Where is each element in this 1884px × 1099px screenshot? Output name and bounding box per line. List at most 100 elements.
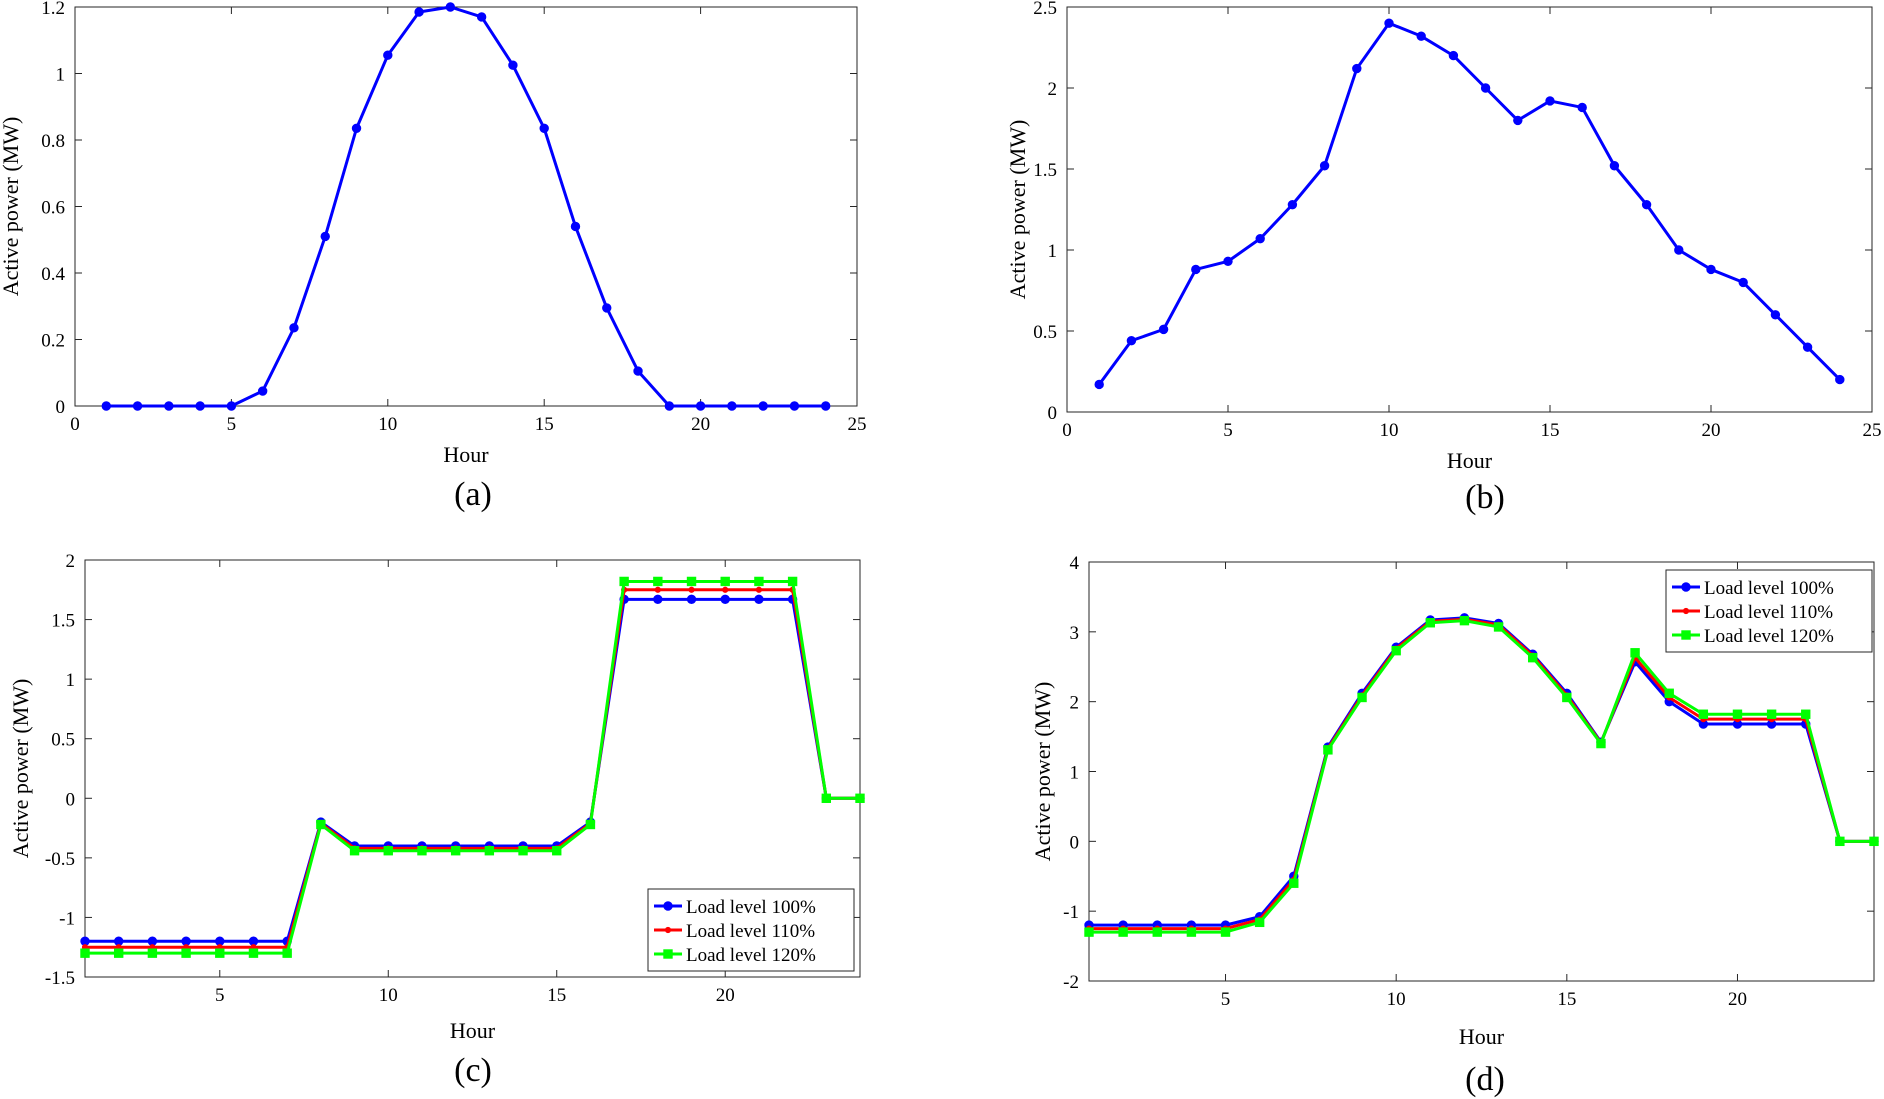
series-line xyxy=(106,5,826,408)
data-point xyxy=(484,846,495,856)
data-point xyxy=(164,401,174,411)
data-point xyxy=(787,576,798,587)
y-axis-label: Active power (MW) xyxy=(8,679,33,859)
data-point xyxy=(113,948,124,958)
y-tick-label: -1 xyxy=(1063,902,1079,923)
y-tick-label: 0.6 xyxy=(41,198,65,219)
x-tick-label: 10 xyxy=(378,414,397,435)
data-point xyxy=(1493,622,1504,632)
data-point xyxy=(518,846,528,856)
data-point xyxy=(450,846,461,856)
x-axis-label: Hour xyxy=(450,1018,496,1043)
x-tick-label: 10 xyxy=(379,985,398,1006)
y-tick-label: 1.5 xyxy=(1033,160,1057,181)
data-point xyxy=(619,576,629,587)
data-point xyxy=(539,123,549,134)
data-point xyxy=(1835,836,1845,847)
y-tick-label: -2 xyxy=(1063,972,1079,993)
data-point xyxy=(1084,927,1094,937)
panel-label: (c) xyxy=(454,1052,492,1089)
data-point xyxy=(1609,161,1620,171)
data-point xyxy=(1254,917,1265,928)
data-point xyxy=(1545,96,1555,106)
x-tick-label: 20 xyxy=(716,985,735,1006)
data-point xyxy=(289,323,299,333)
series-line xyxy=(1089,619,1874,934)
y-tick-label: 0 xyxy=(1070,832,1080,853)
data-point xyxy=(720,594,730,605)
data-point xyxy=(633,366,643,376)
x-axis-label: Hour xyxy=(1459,1024,1505,1049)
data-point xyxy=(1869,836,1879,847)
data-point xyxy=(1287,199,1298,210)
data-point xyxy=(758,401,768,411)
series-line xyxy=(85,588,860,949)
data-point xyxy=(476,12,487,22)
data-point xyxy=(1562,692,1572,703)
x-tick-label: 5 xyxy=(215,985,225,1006)
data-point xyxy=(1641,199,1652,210)
data-point xyxy=(654,586,661,593)
legend-entry: Load level 110% xyxy=(686,921,815,942)
legend-entry: Load level 120% xyxy=(1704,626,1834,647)
data-point xyxy=(1416,31,1426,41)
data-point xyxy=(383,50,393,60)
data-point xyxy=(1186,927,1197,937)
series-line xyxy=(85,579,860,955)
series-1 xyxy=(1084,613,1879,930)
data-point xyxy=(1126,336,1137,346)
x-tick-label: 10 xyxy=(1387,989,1406,1010)
y-tick-label: 1.5 xyxy=(51,611,75,632)
data-point xyxy=(695,401,706,411)
data-point xyxy=(1801,709,1811,719)
data-point xyxy=(1732,709,1743,719)
data-point xyxy=(101,401,111,411)
series-3 xyxy=(1084,615,1879,937)
y-axis-label: Active power (MW) xyxy=(1030,682,1055,862)
y-tick-label: 1.2 xyxy=(41,0,65,19)
legend-box xyxy=(1665,569,1873,653)
data-point xyxy=(181,948,191,958)
data-point xyxy=(1152,927,1162,937)
series-3 xyxy=(80,576,865,958)
x-axis-label: Hour xyxy=(1447,448,1493,473)
data-point xyxy=(754,576,764,587)
data-point xyxy=(570,221,581,232)
data-point xyxy=(1191,264,1201,275)
data-point xyxy=(1425,618,1436,628)
data-point xyxy=(1770,310,1781,320)
legend-entry: Load level 120% xyxy=(686,945,816,966)
y-axis-label: Active power (MW) xyxy=(0,117,23,297)
data-point xyxy=(686,576,697,587)
data-point xyxy=(80,948,90,958)
data-point xyxy=(1323,745,1333,755)
data-point xyxy=(508,60,518,70)
y-tick-label: -0.5 xyxy=(45,849,75,870)
data-point xyxy=(789,401,800,411)
data-point xyxy=(602,303,612,313)
legend-swatch-marker xyxy=(663,949,673,959)
data-point xyxy=(1766,709,1777,719)
data-point xyxy=(248,948,259,958)
data-point xyxy=(147,948,158,958)
data-point xyxy=(320,231,330,242)
series-1 xyxy=(1094,18,1845,390)
legend-box xyxy=(647,888,855,972)
legend-swatch-marker xyxy=(1682,607,1690,615)
plot-area-c xyxy=(84,559,861,978)
series-1 xyxy=(101,2,831,411)
series-line xyxy=(1089,617,1874,931)
data-point xyxy=(195,401,205,411)
data-point xyxy=(1480,83,1491,93)
data-point xyxy=(821,401,831,411)
x-tick-label: 25 xyxy=(1863,420,1882,441)
data-point xyxy=(1352,63,1362,74)
data-point xyxy=(855,793,865,803)
data-point xyxy=(1513,115,1523,126)
chart-a: 0 5 10 15 20 25 0 0.2 0.4 0.6 0.8 1 1.2 Hour Active po… xyxy=(0,0,867,513)
series-2 xyxy=(1085,616,1878,932)
data-point xyxy=(1384,18,1394,28)
legend-entry: Load level 100% xyxy=(686,897,816,918)
data-point xyxy=(1319,161,1330,171)
